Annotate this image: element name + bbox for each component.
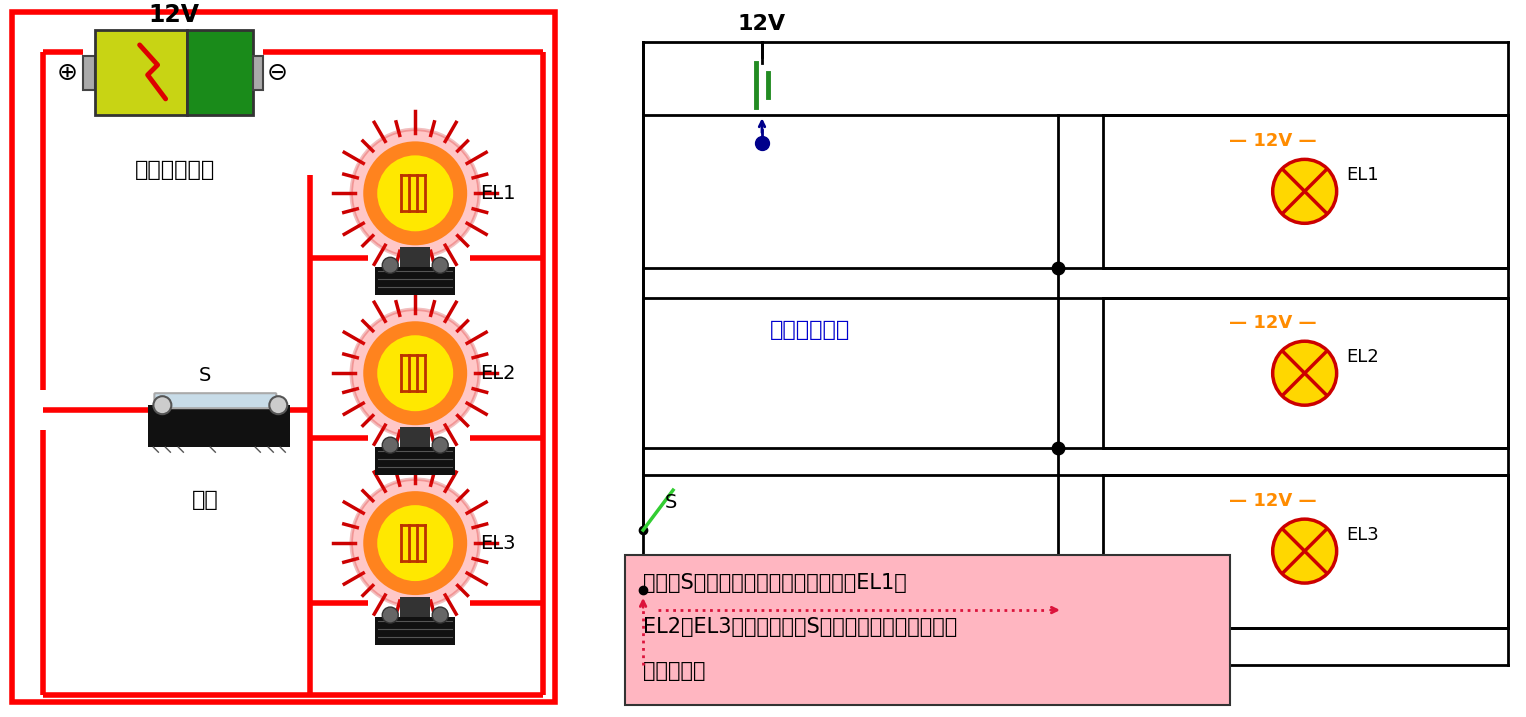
Text: ⊖: ⊖ bbox=[267, 61, 288, 85]
Circle shape bbox=[432, 257, 449, 273]
Circle shape bbox=[377, 156, 453, 232]
Circle shape bbox=[351, 129, 479, 257]
Text: 开关: 开关 bbox=[665, 581, 688, 599]
FancyBboxPatch shape bbox=[574, 11, 1517, 710]
Text: EL2、EL3点亮；当开关S断开时，电流被切断，灯: EL2、EL3点亮；当开关S断开时，电流被切断，灯 bbox=[642, 617, 957, 637]
Text: S: S bbox=[200, 366, 212, 385]
Text: 12V: 12V bbox=[150, 4, 200, 27]
Text: EL1: EL1 bbox=[481, 184, 516, 203]
FancyBboxPatch shape bbox=[375, 267, 455, 295]
Circle shape bbox=[363, 141, 467, 245]
FancyBboxPatch shape bbox=[375, 617, 455, 645]
Circle shape bbox=[1273, 159, 1337, 223]
Text: EL2: EL2 bbox=[1346, 348, 1380, 366]
FancyBboxPatch shape bbox=[84, 56, 96, 90]
Circle shape bbox=[363, 321, 467, 425]
Text: EL2: EL2 bbox=[481, 364, 516, 383]
Text: 电源（电池）: 电源（电池） bbox=[769, 320, 850, 341]
Text: — 12V —: — 12V — bbox=[1228, 492, 1317, 510]
Circle shape bbox=[351, 309, 479, 437]
FancyBboxPatch shape bbox=[400, 597, 430, 619]
Text: 泡均息灯。: 泡均息灯。 bbox=[642, 661, 705, 681]
Circle shape bbox=[269, 397, 287, 414]
Circle shape bbox=[1273, 341, 1337, 405]
FancyBboxPatch shape bbox=[400, 427, 430, 449]
FancyBboxPatch shape bbox=[188, 30, 253, 115]
Text: 12V: 12V bbox=[739, 14, 786, 34]
Circle shape bbox=[382, 607, 398, 623]
Circle shape bbox=[432, 607, 449, 623]
Text: — 12V —: — 12V — bbox=[1228, 133, 1317, 151]
FancyBboxPatch shape bbox=[148, 405, 290, 447]
Text: ⊕: ⊕ bbox=[56, 61, 78, 85]
Text: EL1: EL1 bbox=[1346, 166, 1380, 184]
Text: 开关: 开关 bbox=[192, 490, 218, 510]
FancyBboxPatch shape bbox=[375, 447, 455, 475]
FancyBboxPatch shape bbox=[400, 247, 430, 270]
Circle shape bbox=[377, 505, 453, 581]
Circle shape bbox=[382, 257, 398, 273]
Text: EL3: EL3 bbox=[1346, 526, 1380, 544]
Circle shape bbox=[432, 437, 449, 453]
Circle shape bbox=[1273, 519, 1337, 583]
Text: — 12V —: — 12V — bbox=[1228, 314, 1317, 332]
Circle shape bbox=[363, 491, 467, 595]
Circle shape bbox=[382, 437, 398, 453]
Circle shape bbox=[351, 479, 479, 607]
Circle shape bbox=[154, 397, 171, 414]
FancyBboxPatch shape bbox=[12, 12, 555, 702]
Text: S: S bbox=[665, 493, 678, 512]
Text: 电源（电池）: 电源（电池） bbox=[136, 161, 215, 181]
FancyBboxPatch shape bbox=[253, 56, 264, 90]
Text: EL3: EL3 bbox=[481, 533, 516, 553]
FancyBboxPatch shape bbox=[154, 393, 276, 408]
FancyBboxPatch shape bbox=[96, 30, 188, 115]
Circle shape bbox=[377, 336, 453, 411]
FancyBboxPatch shape bbox=[626, 555, 1230, 705]
Text: 当开关S闭合时，电流可以通过，灯泡EL1、: 当开关S闭合时，电流可以通过，灯泡EL1、 bbox=[642, 573, 906, 593]
